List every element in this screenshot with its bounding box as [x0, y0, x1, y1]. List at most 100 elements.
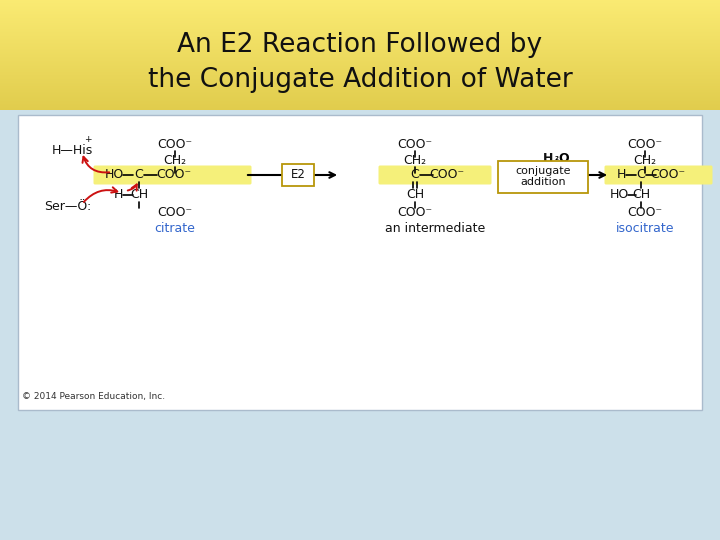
Bar	[0, 27, 720, 28]
Text: COO⁻: COO⁻	[397, 138, 433, 152]
Bar	[0, 87, 720, 88]
Text: COO⁻: COO⁻	[397, 206, 433, 219]
FancyBboxPatch shape	[605, 165, 713, 185]
Bar	[0, 24, 720, 25]
Bar	[0, 40, 720, 41]
Bar	[18, 115, 702, 410]
Bar	[0, 14, 720, 15]
Bar	[0, 0, 720, 1]
Bar	[0, 101, 720, 102]
Bar	[0, 28, 720, 29]
Text: An E2 Reaction Followed by: An E2 Reaction Followed by	[177, 32, 543, 58]
Text: H: H	[616, 168, 626, 181]
Bar	[0, 52, 720, 53]
Bar	[0, 58, 720, 59]
Bar	[0, 99, 720, 100]
Bar	[0, 17, 720, 18]
Bar	[0, 84, 720, 85]
FancyBboxPatch shape	[379, 165, 492, 185]
Text: Ser—Ö:: Ser—Ö:	[45, 200, 91, 213]
Bar	[0, 108, 720, 109]
Bar	[0, 15, 720, 16]
Text: citrate: citrate	[155, 221, 195, 234]
Text: O: O	[558, 152, 569, 165]
Bar	[0, 105, 720, 106]
Bar	[0, 16, 720, 17]
Text: CH₂: CH₂	[403, 154, 426, 167]
Bar	[0, 60, 720, 61]
Text: C: C	[410, 168, 419, 181]
Text: +: +	[84, 136, 91, 145]
Bar	[0, 76, 720, 77]
Bar	[0, 10, 720, 11]
Text: H: H	[113, 188, 122, 201]
Bar	[0, 6, 720, 7]
Bar	[0, 20, 720, 21]
Bar	[0, 71, 720, 72]
Text: addition: addition	[520, 177, 566, 187]
Bar	[0, 77, 720, 78]
Bar	[0, 38, 720, 39]
Bar	[0, 80, 720, 81]
Text: H—His: H—His	[51, 144, 93, 157]
Text: conjugate: conjugate	[516, 166, 571, 176]
FancyBboxPatch shape	[282, 164, 314, 186]
Bar	[0, 30, 720, 31]
Bar	[0, 79, 720, 80]
Bar	[0, 69, 720, 70]
Bar	[0, 106, 720, 107]
Bar	[0, 61, 720, 62]
Bar	[0, 109, 720, 110]
Bar	[0, 3, 720, 4]
Bar	[0, 92, 720, 93]
Bar	[0, 47, 720, 48]
Bar	[0, 107, 720, 108]
Bar	[0, 1, 720, 2]
Bar	[0, 41, 720, 42]
Bar	[0, 9, 720, 10]
Text: the Conjugate Addition of Water: the Conjugate Addition of Water	[148, 67, 572, 93]
Text: an intermediate: an intermediate	[385, 221, 485, 234]
Text: H: H	[543, 152, 553, 165]
Bar	[0, 50, 720, 51]
Bar	[0, 21, 720, 22]
Bar	[0, 65, 720, 66]
Text: COO⁻: COO⁻	[429, 168, 464, 181]
Bar	[0, 86, 720, 87]
Text: ₂: ₂	[554, 153, 559, 163]
Bar	[0, 68, 720, 69]
Bar	[0, 93, 720, 94]
Text: CH₂: CH₂	[634, 154, 657, 167]
Bar	[0, 39, 720, 40]
Bar	[0, 36, 720, 37]
Bar	[0, 51, 720, 52]
Text: CH: CH	[406, 188, 424, 201]
Bar	[0, 7, 720, 8]
Bar	[0, 104, 720, 105]
Bar	[0, 19, 720, 20]
Text: COO⁻: COO⁻	[156, 168, 192, 181]
Bar	[0, 75, 720, 76]
Text: HO: HO	[609, 188, 629, 201]
Bar	[0, 88, 720, 89]
FancyBboxPatch shape	[498, 161, 588, 193]
Bar	[0, 49, 720, 50]
Bar	[0, 96, 720, 97]
Bar	[0, 18, 720, 19]
Text: COO⁻: COO⁻	[627, 138, 662, 152]
Text: COO⁻: COO⁻	[158, 138, 192, 152]
Bar	[0, 67, 720, 68]
Bar	[0, 8, 720, 9]
Bar	[0, 26, 720, 27]
Bar	[0, 98, 720, 99]
Bar	[0, 13, 720, 14]
Bar	[0, 89, 720, 90]
Bar	[0, 56, 720, 57]
Bar	[0, 73, 720, 74]
Text: © 2014 Pearson Education, Inc.: © 2014 Pearson Education, Inc.	[22, 393, 165, 402]
Bar	[0, 78, 720, 79]
Text: CH: CH	[130, 188, 148, 201]
Bar	[0, 62, 720, 63]
Bar	[0, 33, 720, 34]
Bar	[0, 66, 720, 67]
